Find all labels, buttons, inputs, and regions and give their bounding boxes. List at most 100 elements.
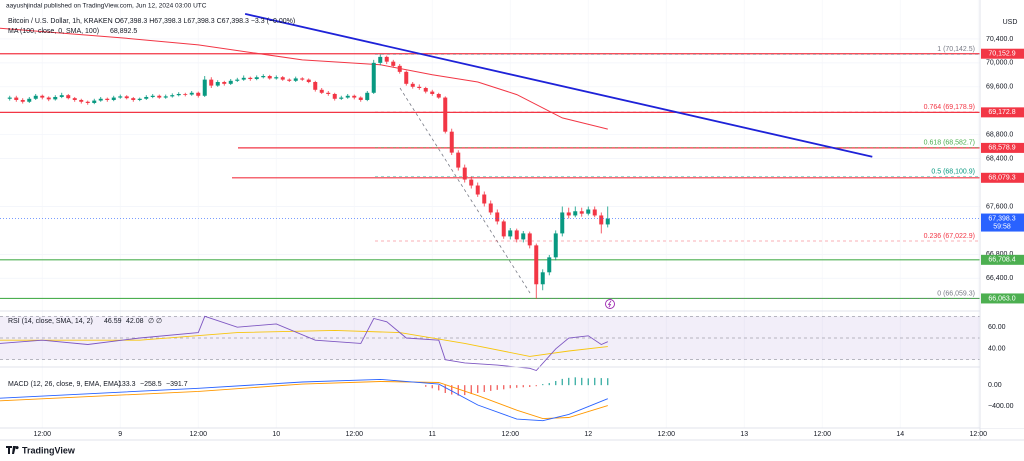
candle-body <box>92 100 97 103</box>
fib-label: 0.764 (69,178.9) <box>924 104 975 111</box>
level-tag-label: 66,063.0 <box>988 295 1015 302</box>
x-tick-label: 12 <box>584 431 592 438</box>
macd-histogram-bar <box>503 385 505 390</box>
macd-histogram-bar <box>587 378 589 386</box>
y-tick-label: 69,600.0 <box>986 84 1013 91</box>
candle-body <box>300 78 305 80</box>
macd-value: −258.5 <box>140 381 162 388</box>
candle-body <box>560 212 565 234</box>
candle-body <box>540 272 545 285</box>
candle-body <box>293 78 298 81</box>
candle-body <box>111 97 116 100</box>
y-tick-label: 67,600.0 <box>986 203 1013 210</box>
candle-body <box>287 79 292 81</box>
candle-body <box>417 86 422 88</box>
candle-body <box>215 82 220 86</box>
grid <box>0 38 980 279</box>
candle-body <box>430 91 435 94</box>
fib-label: 0 (66,059.3) <box>937 291 975 298</box>
candle-body <box>248 77 253 80</box>
candle-body <box>235 79 240 81</box>
level-tag <box>981 48 1024 59</box>
level-tag-label: 70,152.9 <box>988 51 1015 58</box>
macd-histogram-bar <box>431 385 433 389</box>
event-icon <box>605 299 615 309</box>
fib-trend <box>399 87 531 294</box>
branding: TradingView <box>22 445 76 455</box>
candle-body <box>345 95 350 98</box>
level-tag <box>981 293 1024 304</box>
candle-body <box>144 96 149 99</box>
candle-body <box>488 203 493 213</box>
candle-body <box>72 98 77 100</box>
macd-histogram-bar <box>574 377 576 386</box>
last-price-tag <box>981 213 1024 232</box>
x-tick-label: 10 <box>272 431 280 438</box>
candle-body <box>66 95 71 99</box>
macd-histogram-bar <box>561 378 563 386</box>
x-tick-label: 12:00 <box>657 431 675 438</box>
candle-body <box>7 97 12 99</box>
macd-histogram-bar <box>457 385 459 396</box>
x-tick-label: 9 <box>118 431 122 438</box>
candle-body <box>14 97 19 100</box>
candle-body <box>196 92 201 96</box>
candle-body <box>59 95 64 97</box>
macd-hist-value: 133.3 <box>118 381 136 388</box>
macd-histogram-bar <box>568 377 570 386</box>
level-tag-label: 69,172.8 <box>988 109 1015 116</box>
candle-body <box>592 209 597 216</box>
macd-histogram-bar <box>555 380 557 386</box>
macd-histogram-bar <box>451 385 453 395</box>
main-pane: 1 (70,142.5) 0.764 (69,178.9) 0.618 (68,58… <box>0 13 980 300</box>
candle-body <box>527 233 532 246</box>
y-tick-label: 68,400.0 <box>986 155 1013 162</box>
candle-body <box>280 77 285 80</box>
x-tick-label: 12:00 <box>501 431 519 438</box>
candle-body <box>261 76 266 78</box>
rsi-ma-value: 42.08 <box>126 318 144 325</box>
candle-body <box>131 98 136 100</box>
level-tag-label: 68,578.9 <box>988 145 1015 152</box>
candle-body <box>508 230 513 237</box>
candle-body <box>202 79 207 96</box>
last-price-label: 67,398.3 <box>988 215 1015 222</box>
macd-histogram-bar <box>516 385 518 388</box>
macd-histogram-bar <box>464 385 466 396</box>
countdown: 59:58 <box>993 223 1011 230</box>
candle-body <box>267 76 272 79</box>
candle-body <box>573 211 578 216</box>
logo <box>6 446 19 454</box>
y-tick-label: 70,000.0 <box>986 60 1013 67</box>
candle-body <box>449 131 454 153</box>
candle-body <box>183 93 188 95</box>
level-tag <box>981 142 1024 153</box>
candle-body <box>313 82 318 90</box>
macd-histogram-bar <box>535 385 537 387</box>
x-tick-label: 13 <box>740 431 748 438</box>
currency: USD <box>1003 19 1018 26</box>
ma-value: 68,892.5 <box>110 28 137 35</box>
candle-body <box>521 233 526 240</box>
macd-histogram-bar <box>594 377 596 386</box>
candle-body <box>20 99 25 102</box>
candle-body <box>547 257 552 273</box>
candle-body <box>137 98 142 100</box>
candle-body <box>462 167 467 180</box>
macd-histogram-bar <box>438 385 440 391</box>
candle-body <box>378 56 383 63</box>
candle-body <box>579 211 584 214</box>
event-bolt <box>607 300 612 308</box>
candle-body <box>209 79 214 86</box>
y-tick-label: 66,400.0 <box>986 275 1013 282</box>
candle-body <box>339 97 344 99</box>
candle-body <box>371 62 376 93</box>
fib-label: 1 (70,142.5) <box>937 46 975 53</box>
candle-body <box>501 221 506 237</box>
candle-body <box>98 98 103 101</box>
x-tick-label: 12:00 <box>33 431 51 438</box>
candle-body <box>85 101 90 103</box>
candle-body <box>404 71 409 84</box>
candle-body <box>124 96 129 99</box>
candle-body <box>40 95 45 98</box>
